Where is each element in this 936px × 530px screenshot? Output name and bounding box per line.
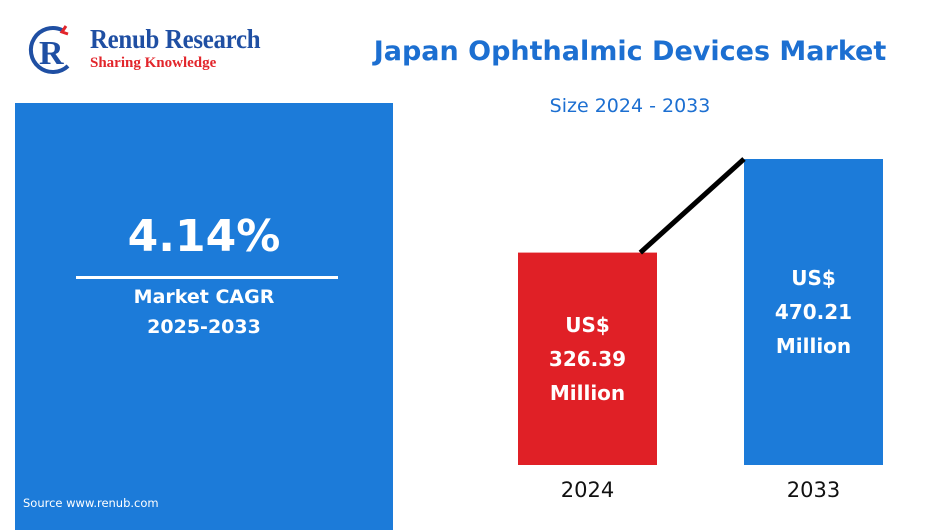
trend-line [638, 157, 746, 255]
brand-tagline: Sharing Knowledge [90, 55, 217, 71]
renub-logo-icon: R [28, 25, 70, 74]
bar-value-label: Million [550, 381, 625, 405]
bar-value-label: US$ [565, 313, 610, 337]
brand-name: Renub Research [90, 24, 261, 54]
page-title: Japan Ophthalmic Devices Market [373, 36, 887, 67]
brand-logo: R Renub Research Sharing Knowledge [22, 22, 312, 78]
page-subtitle: Size 2024 - 2033 [549, 95, 711, 117]
bar-value-label: 326.39 [549, 347, 626, 371]
bar-value-label: 470.21 [775, 300, 852, 324]
bar-2033 [744, 159, 883, 465]
x-tick-label: 2024 [561, 478, 614, 502]
cagr-panel: 4.14% Market CAGR 2025-2033 Source www.r… [15, 103, 393, 530]
cagr-period: 2025-2033 [147, 316, 261, 338]
cagr-label: Market CAGR [133, 286, 275, 308]
bar-value-label: Million [776, 334, 851, 358]
cagr-divider [76, 276, 338, 279]
cagr-value: 4.14% [127, 211, 281, 262]
bar-value-label: US$ [791, 266, 836, 290]
x-tick-label: 2033 [787, 478, 840, 502]
source-note: Source www.renub.com [23, 496, 159, 510]
svg-text:R: R [39, 35, 64, 72]
bar-2024 [518, 252, 657, 465]
